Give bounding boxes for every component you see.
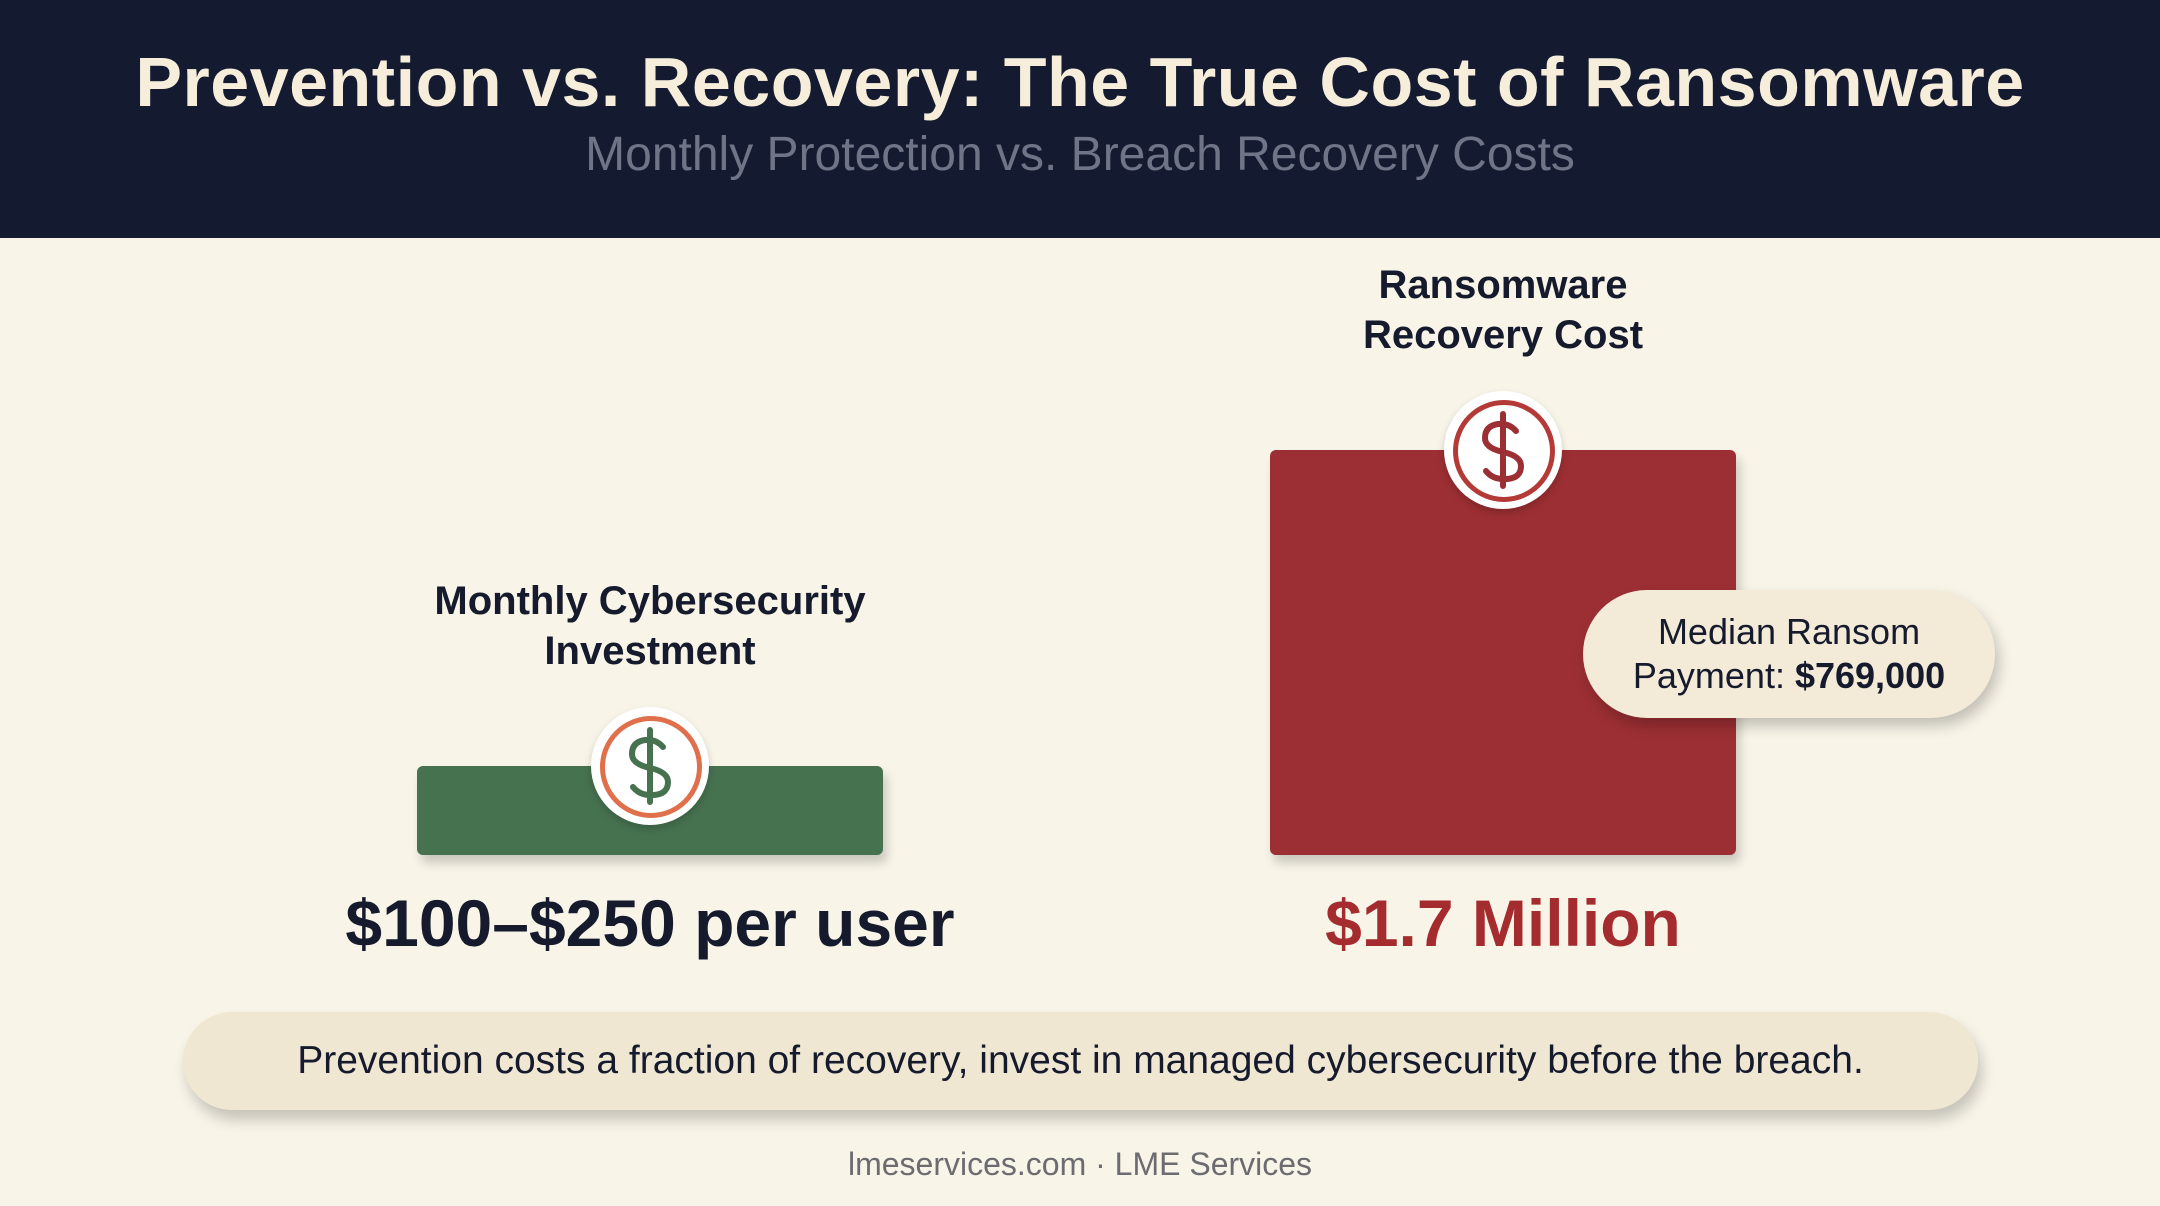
page-title: Prevention vs. Recovery: The True Cost o… bbox=[135, 43, 2025, 121]
footer-credit: lmeservices.com · LME Services bbox=[847, 1146, 1313, 1182]
callout-prefix: Payment: bbox=[1632, 655, 1795, 696]
bar-category-label: Monthly Cybersecurity Investment bbox=[434, 579, 866, 673]
summary-banner: Prevention costs a fraction of recovery,… bbox=[183, 1012, 1978, 1110]
page-subtitle: Monthly Protection vs. Breach Recovery C… bbox=[585, 128, 1575, 181]
dollar-sign-icon bbox=[1444, 391, 1562, 509]
median-ransom-callout: Median Ransom Payment: $769,000 bbox=[1583, 590, 1995, 718]
header-bar: Prevention vs. Recovery: The True Cost o… bbox=[0, 0, 2160, 238]
bar-value-label: $1.7 Million bbox=[1325, 886, 1681, 960]
callout-line-2: Payment: $769,000 bbox=[1583, 654, 1995, 698]
dollar-sign-icon bbox=[591, 707, 709, 825]
bar-value-label: $100–$250 per user bbox=[345, 886, 955, 960]
callout-line-1: Median Ransom bbox=[1657, 611, 1921, 652]
callout-value: $769,000 bbox=[1794, 655, 1946, 696]
bar-category-label: Ransomware Recovery Cost bbox=[1362, 263, 1644, 357]
